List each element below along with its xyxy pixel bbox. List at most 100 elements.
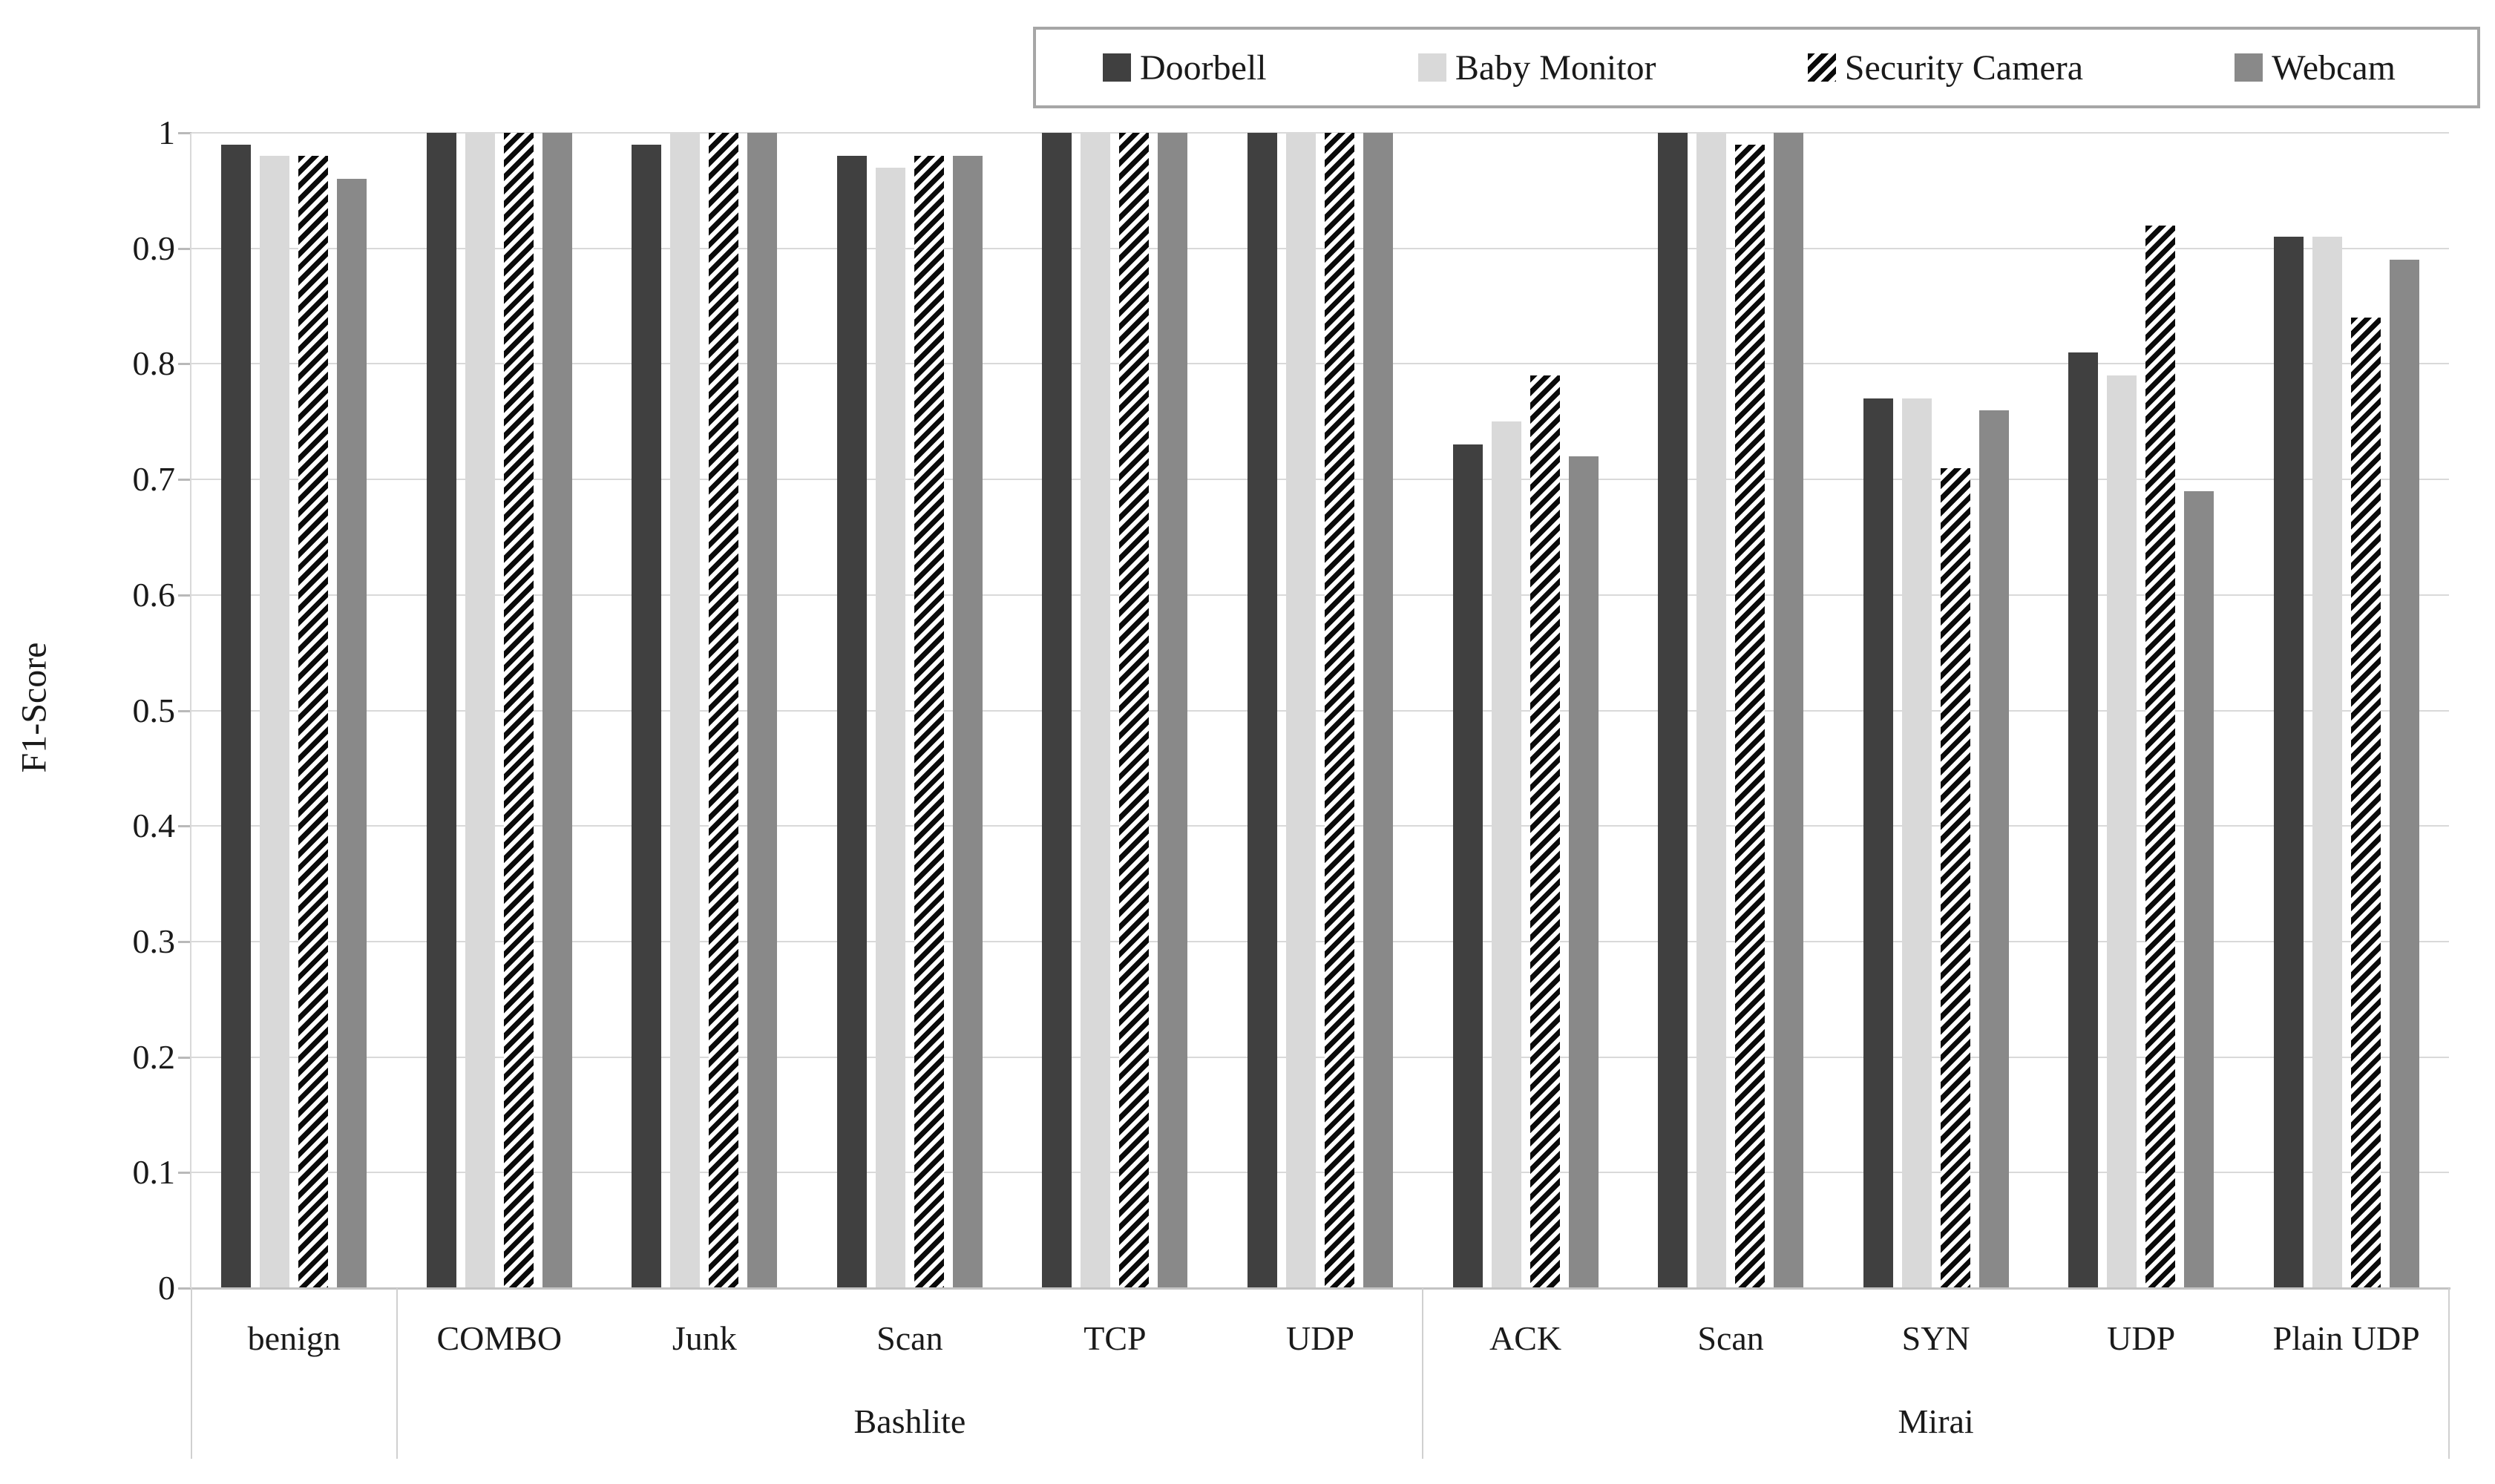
plot-area [191,132,2449,1288]
legend-entry-security-camera: Security Camera [1807,47,2083,88]
gridline-0.7 [191,479,2449,481]
x-tick-label: ACK [1489,1319,1562,1357]
y-tick-mark [178,479,191,482]
bar-security-camera [709,133,739,1288]
bar-security-camera [1735,145,1765,1288]
y-tick-mark [178,1172,191,1175]
bar-doorbell [1452,444,1483,1288]
legend-swatch-icon [2235,53,2263,82]
bar-security-camera [2145,226,2176,1288]
y-tick-label: 0.8 [132,344,176,383]
bar-baby-monitor [875,168,905,1288]
bar-security-camera [1324,133,1354,1288]
bar-security-camera [503,133,534,1288]
y-tick-mark [178,1287,191,1290]
bar-doorbell [426,133,456,1288]
bar-doorbell [221,145,252,1288]
legend-entry-doorbell: Doorbell [1103,47,1267,88]
axis-group-label-mirai: Mirai [1898,1402,1974,1440]
bar-group-udp [2039,226,2244,1288]
bar-group-scan [1628,133,1834,1288]
bar-security-camera [1940,468,1970,1288]
bar-security-camera [298,156,329,1288]
bar-doorbell [632,145,662,1288]
y-tick-label: 0.3 [132,922,176,960]
bar-baby-monitor [465,133,495,1288]
y-tick-label: 0.7 [132,460,176,499]
bar-baby-monitor [1491,421,1521,1288]
x-axis-line [191,1287,2450,1290]
bar-baby-monitor [2107,375,2137,1288]
gridline-0.8 [191,363,2449,365]
bar-baby-monitor [670,133,701,1288]
x-tick-label: Scan [1697,1319,1764,1357]
legend: Doorbell Baby Monitor Security Camera Webca… [1033,27,2480,108]
bar-webcam [1978,410,2009,1288]
bar-baby-monitor [1081,133,1111,1288]
bar-webcam [542,133,572,1288]
category-separator [1422,1288,1424,1459]
bar-group-ack [1423,375,1628,1288]
bar-doorbell [1042,133,1072,1288]
bar-group-udp [1218,133,1423,1288]
x-tick-label: UDP [1285,1319,1354,1357]
gridline-0.9 [191,247,2449,249]
y-tick-mark [178,940,191,943]
bar-security-camera [1119,133,1150,1288]
bar-webcam [1158,133,1188,1288]
bar-security-camera [1530,375,1560,1288]
axis-group-label-bashlite: Bashlite [853,1402,966,1440]
bar-doorbell [1658,133,1688,1288]
y-tick-label: 0 [158,1269,175,1307]
legend-label: Baby Monitor [1455,47,1656,88]
y-tick-label: 0.9 [132,229,176,267]
bar-webcam [1774,133,1804,1288]
bar-baby-monitor [2312,237,2342,1288]
y-tick-mark [178,247,191,250]
category-separator [396,1288,398,1459]
x-tick-label: Scan [876,1319,943,1357]
bar-doorbell [2068,352,2099,1288]
bar-baby-monitor [1285,133,1316,1288]
x-tick-label: benign [247,1319,341,1357]
legend-label: Doorbell [1140,47,1267,88]
y-tick-label: 0.2 [132,1037,176,1076]
bar-group-junk [602,133,807,1288]
y-tick-mark [178,709,191,712]
y-tick-label: 0.4 [132,807,176,845]
y-axis-title: F1-Score [14,642,54,773]
y-tick-mark [178,363,191,366]
bar-doorbell [1247,133,1277,1288]
y-tick-label: 0.1 [132,1153,176,1192]
bar-webcam [1363,133,1393,1288]
y-tick-label: 1 [158,114,175,151]
bar-security-camera [914,156,944,1288]
x-tick-label: Junk [672,1319,737,1357]
bar-webcam [2389,260,2419,1288]
legend-swatch-icon [1807,53,1836,82]
bar-security-camera [2350,318,2381,1288]
gridline-0.4 [191,825,2449,827]
y-tick-mark [178,594,191,597]
bar-doorbell [836,156,867,1288]
x-tick-label: TCP [1083,1319,1147,1357]
bar-doorbell [2273,237,2304,1288]
x-tick-label: SYN [1901,1319,1970,1357]
y-tick-mark [178,1056,191,1059]
x-tick-label: UDP [2107,1319,2176,1357]
bar-webcam [337,179,367,1288]
y-axis-line [190,133,191,1288]
bar-baby-monitor [1696,133,1727,1288]
legend-entry-webcam: Webcam [2235,47,2396,88]
bar-webcam [952,156,983,1288]
y-tick-mark [178,132,191,134]
x-tick-label: COMBO [436,1319,563,1357]
bar-group-scan [807,156,1013,1288]
bar-baby-monitor [1901,398,1932,1288]
gridline-0.5 [191,709,2449,712]
bar-doorbell [1863,398,1893,1288]
bar-webcam [2184,491,2214,1288]
y-tick-mark [178,825,191,828]
legend-label: Webcam [2272,47,2396,88]
